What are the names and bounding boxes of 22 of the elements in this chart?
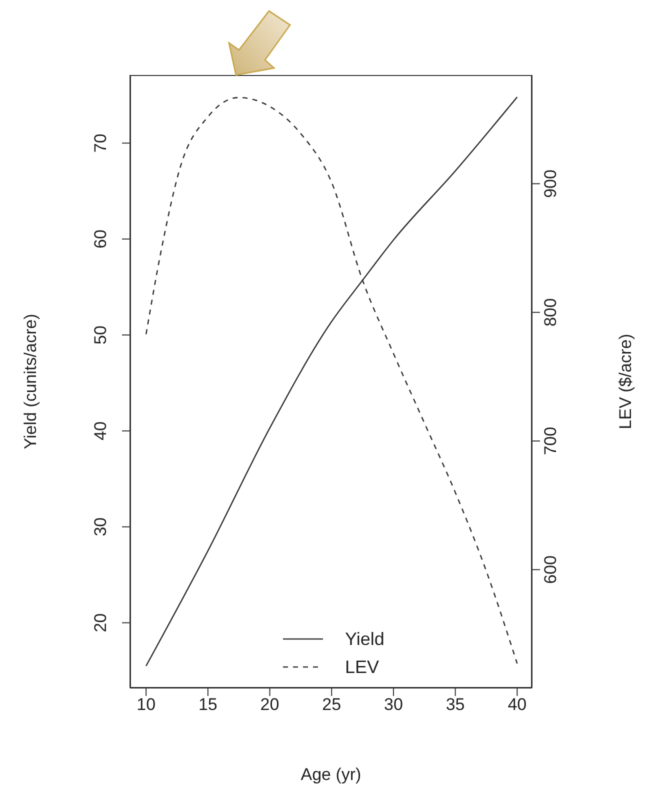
y2-axis-title: LEV ($/acre) bbox=[616, 334, 636, 430]
y2-tick-label: 900 bbox=[541, 170, 560, 198]
x-tick-label: 25 bbox=[322, 695, 342, 714]
y-tick-label: 60 bbox=[91, 230, 110, 249]
x-tick-label: 10 bbox=[136, 695, 156, 714]
x-tick-label: 20 bbox=[260, 695, 280, 714]
y-axis-title: Yield (cunits/acre) bbox=[21, 314, 40, 450]
y-tick-label: 40 bbox=[91, 421, 110, 440]
y2-tick-label: 600 bbox=[541, 555, 560, 584]
y2-tick-label: 700 bbox=[541, 426, 560, 456]
y-tick-label: 30 bbox=[91, 517, 110, 536]
y2-tick-label: 800 bbox=[541, 298, 560, 327]
legend-label: Yield bbox=[345, 628, 384, 650]
x-tick-label: 15 bbox=[198, 695, 218, 714]
legend-label: LEV bbox=[345, 656, 380, 678]
x-axis-title: Age (yr) bbox=[300, 765, 362, 784]
y-tick-label: 70 bbox=[91, 134, 110, 153]
x-tick-label: 30 bbox=[384, 695, 403, 714]
y-tick-label: 20 bbox=[91, 613, 110, 632]
y-tick-label: 50 bbox=[91, 326, 110, 344]
x-tick-label: 40 bbox=[508, 695, 527, 714]
x-tick-label: 35 bbox=[446, 695, 465, 714]
